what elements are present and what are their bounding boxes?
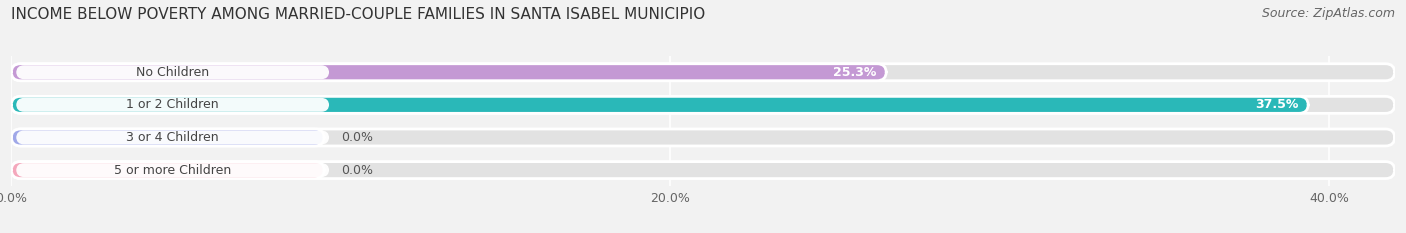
FancyBboxPatch shape — [17, 65, 329, 79]
Text: 5 or more Children: 5 or more Children — [114, 164, 231, 177]
Text: 25.3%: 25.3% — [834, 66, 876, 79]
FancyBboxPatch shape — [11, 64, 886, 81]
Text: 3 or 4 Children: 3 or 4 Children — [127, 131, 219, 144]
Text: 1 or 2 Children: 1 or 2 Children — [127, 98, 219, 111]
FancyBboxPatch shape — [11, 96, 1308, 113]
FancyBboxPatch shape — [11, 64, 1395, 81]
FancyBboxPatch shape — [17, 163, 329, 177]
FancyBboxPatch shape — [11, 96, 1395, 113]
FancyBboxPatch shape — [11, 162, 1395, 178]
FancyBboxPatch shape — [11, 162, 325, 178]
Text: 0.0%: 0.0% — [340, 164, 373, 177]
Text: 0.0%: 0.0% — [340, 131, 373, 144]
Text: No Children: No Children — [136, 66, 209, 79]
FancyBboxPatch shape — [17, 98, 329, 112]
FancyBboxPatch shape — [11, 129, 325, 146]
FancyBboxPatch shape — [11, 129, 1395, 146]
FancyBboxPatch shape — [17, 130, 329, 144]
Text: INCOME BELOW POVERTY AMONG MARRIED-COUPLE FAMILIES IN SANTA ISABEL MUNICIPIO: INCOME BELOW POVERTY AMONG MARRIED-COUPL… — [11, 7, 706, 22]
Text: 37.5%: 37.5% — [1256, 98, 1298, 111]
Text: Source: ZipAtlas.com: Source: ZipAtlas.com — [1261, 7, 1395, 20]
